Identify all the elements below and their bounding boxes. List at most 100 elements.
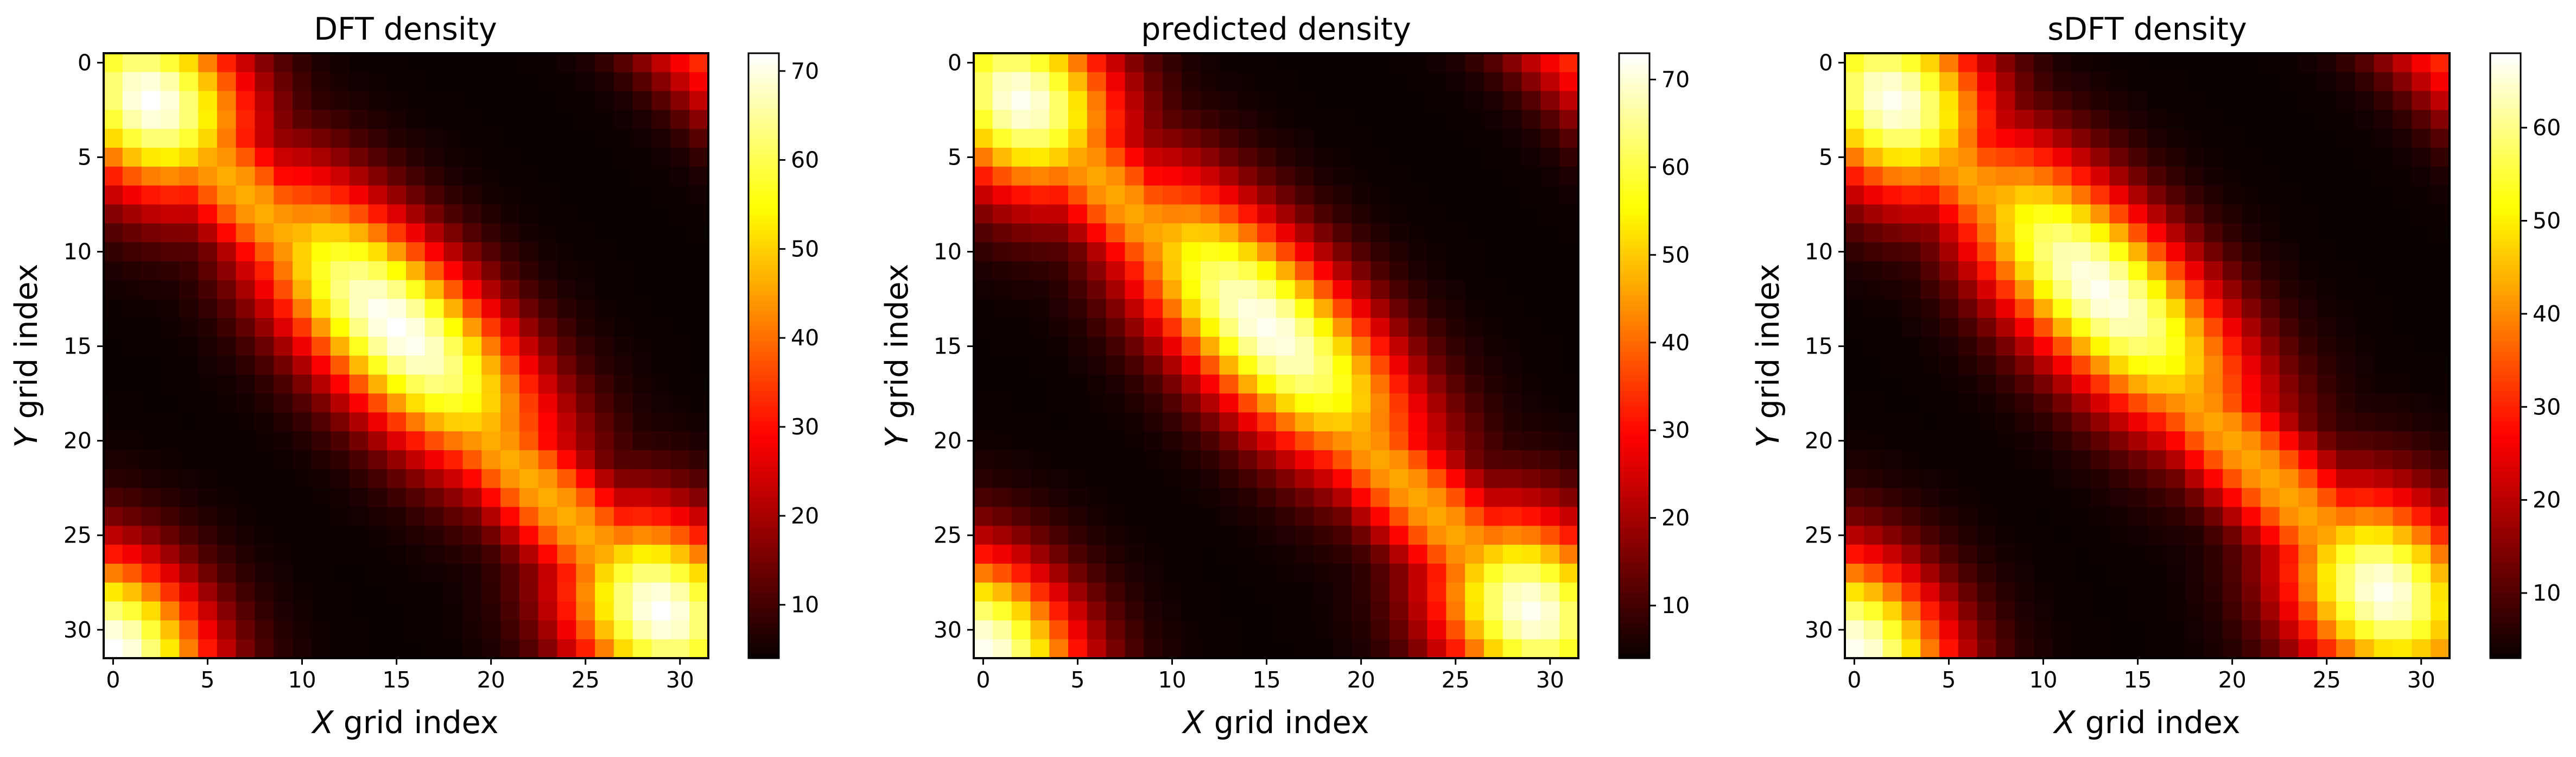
heatmap-cell xyxy=(1352,639,1371,659)
heatmap-cell xyxy=(1352,469,1371,489)
heatmap-cell xyxy=(1276,337,1296,356)
heatmap-cell xyxy=(2412,299,2431,318)
colorbar-segment xyxy=(748,522,779,528)
heatmap-cell xyxy=(274,299,293,318)
colorbar-segment xyxy=(748,557,779,563)
heatmap-cell xyxy=(424,412,445,432)
heatmap-cell xyxy=(1446,91,1465,111)
heatmap-cell xyxy=(1958,148,1978,167)
colorbar-segment xyxy=(2490,53,2521,59)
heatmap-cell xyxy=(1939,129,1959,148)
heatmap-cell xyxy=(651,129,671,148)
heatmap-cell xyxy=(424,469,445,489)
heatmap-cell xyxy=(519,374,539,394)
heatmap-cell xyxy=(2128,563,2148,583)
heatmap-cell xyxy=(1295,148,1315,167)
heatmap-cell xyxy=(557,639,576,659)
heatmap-cell xyxy=(2071,469,2091,489)
heatmap-cell xyxy=(1465,545,1484,564)
heatmap-cell xyxy=(2298,374,2318,394)
heatmap-cell xyxy=(1389,601,1409,621)
heatmap-cell xyxy=(1882,280,1902,300)
colorbar-segment xyxy=(2490,401,2521,407)
heatmap-cell xyxy=(1958,242,1978,262)
heatmap-cell xyxy=(141,53,161,73)
heatmap-cell xyxy=(1502,299,1522,318)
heatmap-cell xyxy=(1502,91,1522,111)
heatmap-cell xyxy=(1996,507,2015,526)
heatmap-cell xyxy=(2090,148,2110,167)
heatmap-cell xyxy=(1502,374,1522,394)
heatmap-cell xyxy=(500,431,520,451)
heatmap-cell xyxy=(519,507,539,526)
colorbar-segment xyxy=(2490,285,2521,291)
heatmap-cell xyxy=(236,431,256,451)
heatmap-cell xyxy=(2185,620,2205,640)
heatmap-cell xyxy=(1901,110,1921,129)
heatmap-cell xyxy=(2204,639,2223,659)
heatmap-cell xyxy=(1521,488,1541,508)
heatmap-cell xyxy=(1389,620,1409,640)
heatmap-cell xyxy=(1219,53,1239,73)
heatmap-cell xyxy=(1181,374,1201,394)
heatmap-cell xyxy=(2071,129,2091,148)
heatmap-cell xyxy=(974,318,993,337)
heatmap-cell xyxy=(2355,582,2375,602)
heatmap-cell xyxy=(198,469,218,489)
x-tick-label: 10 xyxy=(288,667,316,693)
heatmap-cell xyxy=(595,110,614,129)
heatmap-cell xyxy=(1882,356,1902,375)
heatmap-cell xyxy=(2223,356,2242,375)
heatmap-cell xyxy=(2355,53,2375,73)
heatmap-cell xyxy=(670,185,690,205)
colorbar-segment xyxy=(2490,426,2521,432)
heatmap-cell xyxy=(2204,393,2223,413)
heatmap-cell xyxy=(1238,526,1258,545)
heatmap-cell xyxy=(1106,393,1126,413)
colorbar-segment xyxy=(2490,204,2521,210)
heatmap-cell xyxy=(2355,185,2375,205)
heatmap-cell xyxy=(1106,601,1126,621)
heatmap-cell xyxy=(1901,129,1921,148)
heatmap-cell xyxy=(2279,110,2299,129)
heatmap-cell xyxy=(1333,299,1352,318)
heatmap-cell xyxy=(2109,450,2129,470)
heatmap-cell xyxy=(368,601,388,621)
heatmap-cell xyxy=(576,185,595,205)
heatmap-cell xyxy=(2166,374,2186,394)
colorbar-segment xyxy=(1619,275,1649,281)
heatmap-cell xyxy=(1996,337,2015,356)
heatmap-cell xyxy=(1030,563,1050,583)
heatmap-cell xyxy=(2185,261,2205,281)
heatmap-cell xyxy=(2034,526,2053,545)
heatmap-cell xyxy=(122,110,142,129)
heatmap-cell xyxy=(1163,223,1182,243)
colorbar-segment xyxy=(1619,577,1649,583)
heatmap-cell xyxy=(2355,72,2375,92)
heatmap-cell xyxy=(1144,261,1163,281)
heatmap-cell xyxy=(1238,393,1258,413)
heatmap-cell xyxy=(1958,545,1978,564)
heatmap-cell xyxy=(651,242,671,262)
heatmap-cell xyxy=(236,72,256,92)
heatmap-cell xyxy=(1106,166,1126,186)
heatmap-cell xyxy=(1257,620,1277,640)
heatmap-cell xyxy=(1845,393,1864,413)
heatmap-cell xyxy=(2279,450,2299,470)
heatmap-cell xyxy=(2052,91,2072,111)
heatmap-cell xyxy=(2374,450,2394,470)
heatmap-cell xyxy=(1295,374,1315,394)
heatmap-cell xyxy=(160,53,180,73)
heatmap-cell xyxy=(2431,129,2450,148)
heatmap-cell xyxy=(595,129,614,148)
heatmap-cell xyxy=(1125,223,1144,243)
heatmap-cell xyxy=(557,469,576,489)
heatmap-cell xyxy=(2242,204,2261,224)
heatmap-cell xyxy=(500,488,520,508)
heatmap-cell xyxy=(217,318,237,337)
heatmap-cell xyxy=(2260,526,2280,545)
heatmap-cell xyxy=(2317,374,2337,394)
heatmap-cell xyxy=(160,526,180,545)
colorbar-tick-label: 70 xyxy=(1661,66,1690,92)
heatmap-cell xyxy=(387,204,407,224)
